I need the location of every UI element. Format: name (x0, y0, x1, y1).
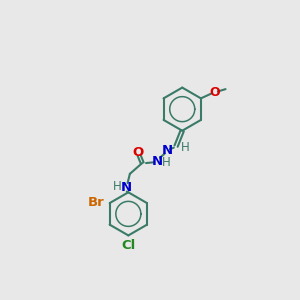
Text: N: N (152, 155, 163, 168)
Text: Br: Br (87, 196, 104, 209)
Text: O: O (209, 86, 220, 99)
Text: H: H (113, 180, 122, 193)
Text: H: H (162, 156, 170, 169)
Text: H: H (181, 141, 190, 154)
Text: Cl: Cl (121, 239, 136, 252)
Text: N: N (121, 181, 132, 194)
Text: O: O (132, 146, 143, 159)
Text: N: N (161, 144, 172, 157)
